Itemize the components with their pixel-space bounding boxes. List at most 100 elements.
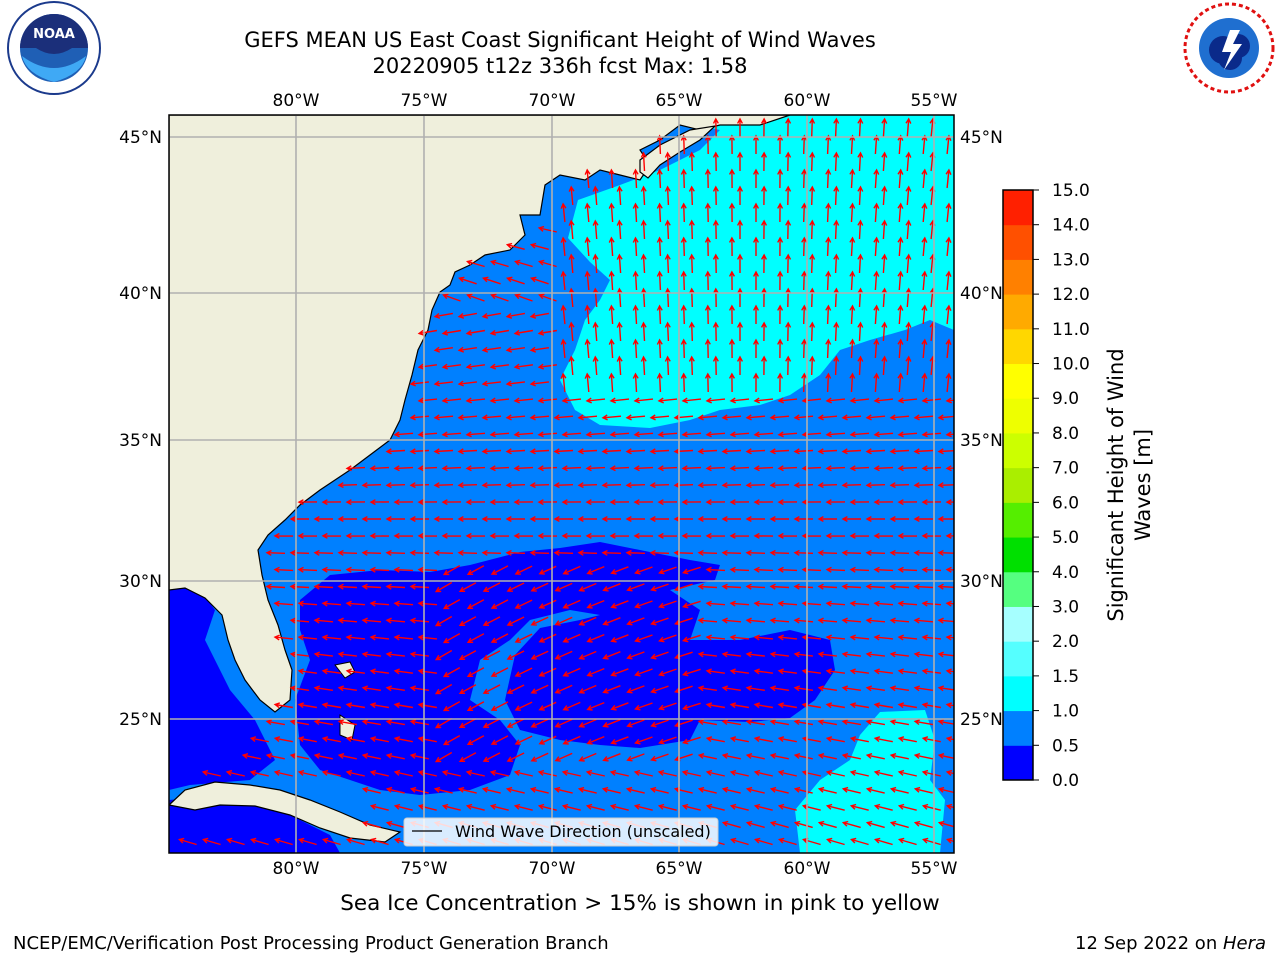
wind-arrow [481, 414, 502, 421]
wind-arrow [385, 515, 405, 523]
wind-arrow [568, 321, 575, 342]
wind-arrow [913, 549, 934, 556]
wind-arrow [841, 482, 862, 489]
wind-arrow [513, 465, 534, 472]
wind-arrow [736, 355, 744, 375]
wind-arrow [752, 202, 760, 222]
wind-arrow [704, 168, 711, 189]
wind-arrow [289, 753, 309, 760]
wind-arrow [825, 134, 832, 155]
wind-arrow [393, 431, 414, 438]
wind-arrow [609, 431, 630, 438]
wind-arrow [273, 702, 294, 709]
wind-arrow [513, 329, 534, 336]
wind-arrow [945, 803, 954, 810]
wind-arrow [697, 719, 718, 726]
wind-arrow [442, 293, 461, 302]
wind-arrow [562, 565, 581, 575]
wind-arrow [752, 168, 760, 188]
lat-label-right: 45°N [960, 128, 1003, 148]
wind-arrow [505, 482, 526, 489]
wind-arrow [801, 668, 821, 675]
colorbar-tick-label: 1.0 [1052, 702, 1079, 722]
wind-arrow [241, 753, 261, 760]
wind-arrow [921, 532, 942, 539]
colorbar-swatch [1003, 363, 1033, 399]
wind-arrow [913, 515, 933, 523]
wind-arrow [633, 465, 654, 472]
wind-arrow [273, 769, 293, 777]
wind-arrow [793, 753, 813, 760]
wind-arrow [585, 397, 606, 404]
wind-arrow [369, 566, 390, 573]
wind-arrow [313, 651, 333, 658]
wind-arrow [616, 287, 623, 308]
wind-arrow [769, 482, 790, 489]
wind-arrow [584, 372, 591, 393]
wind-arrow [265, 549, 286, 556]
wind-arrow [865, 651, 885, 658]
wind-arrow [433, 414, 454, 421]
wind-arrow [370, 837, 389, 846]
wind-arrow [785, 287, 792, 308]
map-border [168, 114, 955, 854]
wind-arrow [745, 753, 765, 760]
wind-arrow [482, 752, 501, 762]
wind-arrow [337, 685, 358, 692]
wind-arrow [554, 582, 573, 592]
wind-arrow [369, 736, 389, 743]
lat-label-right: 30°N [960, 572, 1003, 592]
wind-arrow [777, 202, 784, 223]
wind-arrow [361, 651, 381, 658]
wind-arrow [609, 465, 630, 472]
wind-arrow [849, 668, 869, 675]
wind-arrow [369, 769, 389, 777]
wind-arrow [409, 380, 429, 387]
wind-arrow [921, 134, 928, 155]
wind-arrow [202, 837, 221, 846]
wind-arrow [465, 532, 486, 539]
wind-arrow [369, 499, 390, 506]
wind-arrow [849, 600, 870, 607]
wind-arrow [409, 685, 430, 692]
wind-arrow [682, 634, 701, 643]
wind-arrow [538, 667, 557, 677]
wind-arrow [825, 236, 832, 257]
wind-arrow [393, 668, 413, 675]
wind-arrow [905, 355, 912, 376]
wind-arrow [592, 287, 599, 308]
wind-arrow [530, 582, 549, 592]
wind-arrow [632, 338, 639, 359]
wind-arrow [704, 372, 711, 393]
ocean-high-region-south [795, 710, 945, 853]
wind-arrow [897, 270, 904, 291]
wind-arrow [337, 515, 357, 523]
wind-arrow [825, 304, 832, 325]
wind-arrow [841, 549, 862, 556]
wind-arrow [769, 719, 790, 726]
wind-arrow [873, 304, 880, 325]
wind-arrow [705, 499, 726, 506]
wind-arrow [560, 304, 567, 325]
wind-arrow [728, 168, 736, 189]
wind-arrow [417, 397, 438, 404]
wind-arrow [434, 581, 453, 593]
wind-arrow [529, 346, 550, 353]
wind-arrow [658, 702, 677, 711]
colorbar-swatch [1003, 294, 1033, 330]
wind-arrow [649, 482, 670, 489]
wind-arrow [785, 185, 792, 206]
wind-arrow [441, 499, 462, 506]
wind-arrow [785, 117, 792, 138]
wind-arrow [945, 736, 954, 743]
wind-arrow [457, 515, 477, 523]
noaa-logo-icon: NOAA [7, 1, 101, 95]
wind-arrow [505, 380, 525, 387]
wind-arrow [553, 549, 574, 556]
wind-arrow [913, 583, 934, 590]
wind-arrow [321, 769, 341, 777]
wind-arrow [568, 219, 575, 240]
wind-arrow [905, 185, 912, 206]
colorbar-tick-label: 2.0 [1052, 632, 1079, 652]
wind-arrow [529, 515, 549, 523]
